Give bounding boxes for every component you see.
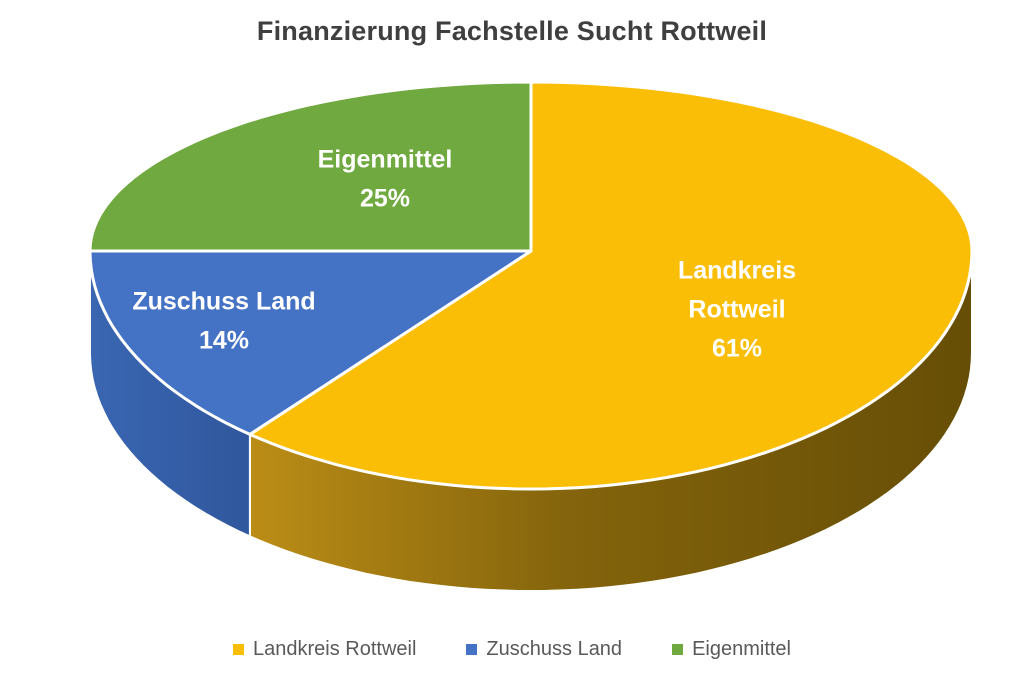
slice-label-eigenmittel-line1: Eigenmittel (318, 146, 453, 174)
pie-top-surfaces (88, 80, 974, 491)
pie-slice-labels: Landkreis Rottweil 61% Zuschuss Land 14% Eige… (132, 146, 796, 363)
legend-item-eigenmittel: Eigenmittel (672, 638, 791, 661)
legend-item-landkreis-rottweil: Landkreis Rottweil (233, 638, 416, 661)
pie-slice-zuschuss-land (88, 249, 533, 436)
legend-item-label: Eigenmittel (692, 637, 791, 660)
legend-item-label: Landkreis Rottweil (253, 637, 417, 660)
slice-label-landkreis-rottweil-line1: Landkreis (678, 257, 796, 285)
slice-label-zuschuss-land-line2: 14% (199, 327, 249, 355)
legend-swatch-icon (466, 643, 478, 655)
legend-item-label: Zuschuss Land (486, 637, 623, 660)
slice-label-landkreis-rottweil-line3: 61% (712, 335, 762, 363)
legend: Landkreis Rottweil Zuschuss Land Eigenmitt… (0, 633, 1024, 665)
chart-title: Finanzierung Fachstelle Sucht Rottweil (256, 16, 768, 46)
pie-slice-landkreis-rottweil (248, 80, 974, 491)
legend-swatch-icon (233, 643, 244, 655)
legend-swatch-icon (672, 643, 684, 655)
pie-slice-eigenmittel (88, 80, 533, 253)
legend-item-zuschuss-land: Zuschuss Land (466, 638, 622, 661)
slice-label-eigenmittel-line2: 25% (360, 185, 410, 213)
slice-label-zuschuss-land-line1: Zuschuss Land (132, 288, 315, 316)
slice-label-landkreis-rottweil-line2: Rottweil (688, 296, 785, 324)
